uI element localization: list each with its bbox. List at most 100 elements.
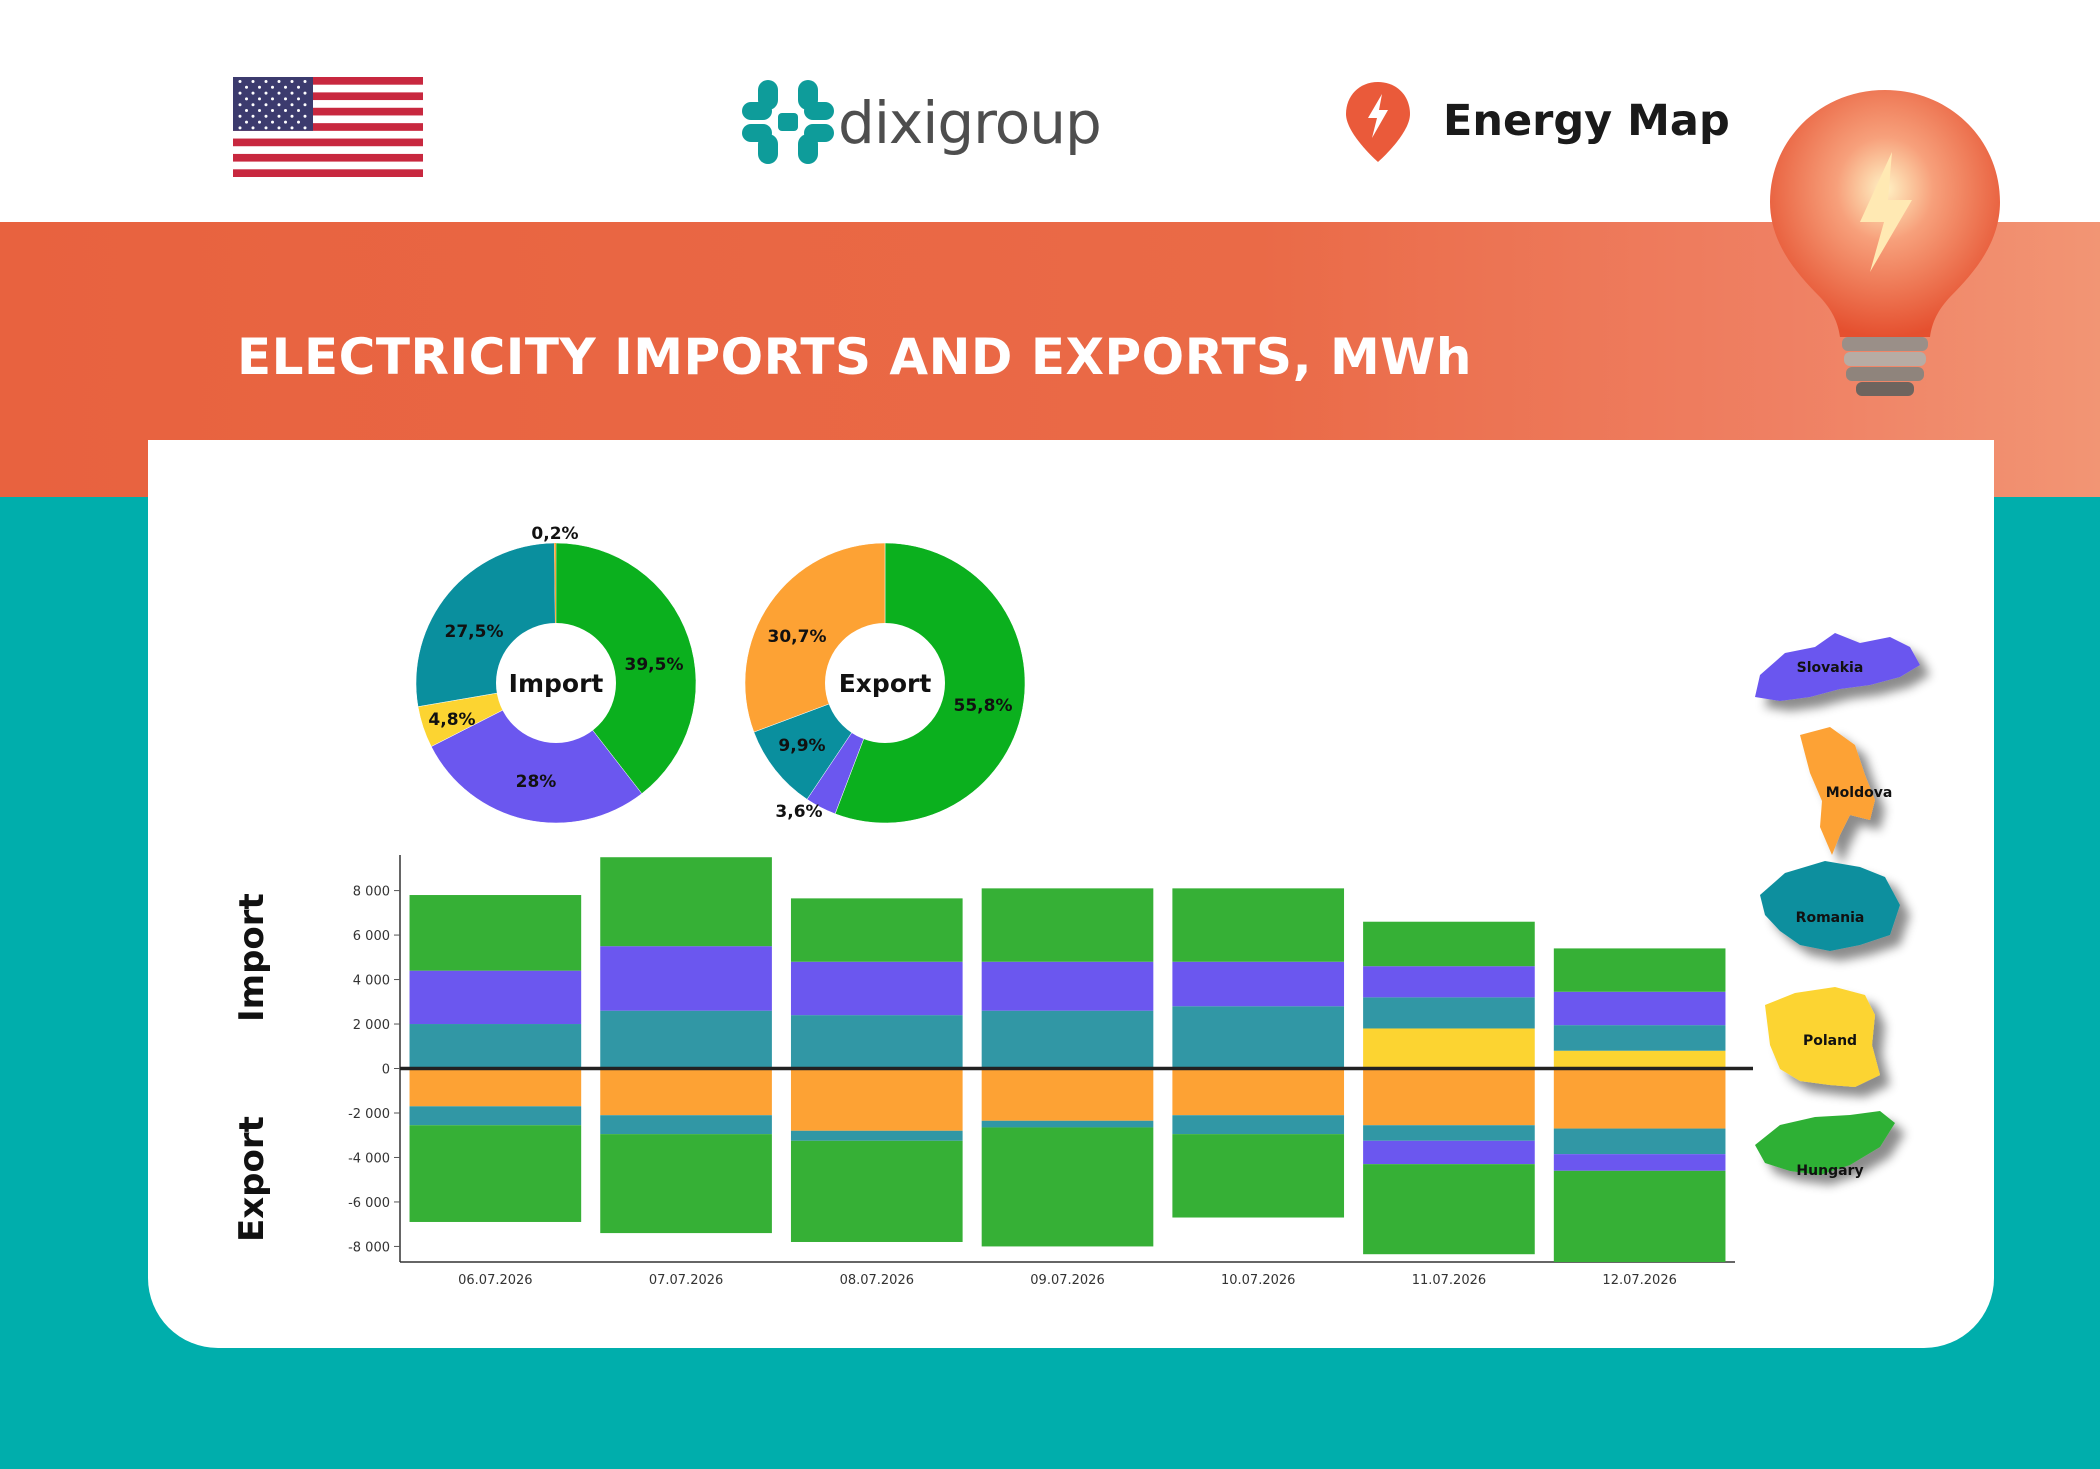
x-tick-label: 12.07.2026 — [1602, 1273, 1676, 1288]
energy-map-pin-icon — [1346, 82, 1410, 162]
bar-segment-slovakia — [790, 961, 963, 1016]
pie-label-hungary: 39,5% — [625, 655, 684, 675]
bar-segment-moldova — [1363, 1068, 1535, 1126]
export-axis-label: Export — [232, 1116, 272, 1242]
energy-map-title: Energy Map — [1443, 96, 1730, 146]
bar-segment-moldova — [790, 1068, 963, 1131]
x-tick-label: 07.07.2026 — [649, 1273, 723, 1288]
pie-charts: 39,5% 28% 4,8% 27,5% 0,2% Import 55,8% 3,6% 9,9… — [415, 524, 1026, 824]
map-hungary — [1755, 1111, 1895, 1175]
import-axis-label: Import — [232, 893, 272, 1022]
flag-stripes — [233, 77, 423, 177]
bar-segment-hungary — [1363, 1164, 1535, 1255]
bar-segment-romania — [1553, 1025, 1726, 1051]
pie-label-slovakia: 28% — [516, 772, 557, 792]
dixigroup-logo-text: dixigroup — [838, 89, 1102, 157]
map-poland — [1765, 987, 1880, 1087]
bar-segment-romania — [981, 1010, 1154, 1069]
y-tick-label: 6 000 — [353, 929, 390, 944]
bar-segment-slovakia — [1363, 1140, 1535, 1165]
page-title: ELECTRICITY IMPORTS AND EXPORTS, MWh — [237, 328, 1472, 386]
bar-segment-romania — [1172, 1115, 1345, 1135]
x-tick-label: 06.07.2026 — [458, 1273, 532, 1288]
bar-segment-slovakia — [600, 946, 772, 1011]
bar-segment-hungary — [409, 895, 582, 971]
bar-segment-moldova — [1553, 1068, 1726, 1129]
pie-label-moldova: 30,7% — [768, 627, 827, 647]
y-tick-label: -2 000 — [348, 1107, 390, 1122]
bar-segment-moldova — [1172, 1068, 1345, 1116]
light-bulb-icon — [1770, 90, 2000, 396]
bar-segment-poland — [1553, 1050, 1726, 1069]
bar-segment-moldova — [409, 1068, 582, 1107]
bar-labels: 8 000 6 000 4 000 2 000 0 -2 000 -4 000 -6 000 -… — [348, 885, 1677, 1288]
bar-segment-slovakia — [1363, 966, 1535, 998]
import-donut-chart: 39,5% 28% 4,8% 27,5% 0,2% Import — [415, 524, 697, 824]
pie-label-moldova: 0,2% — [531, 524, 578, 544]
legend-label-hungary: Hungary — [1796, 1163, 1863, 1179]
x-tick-label: 09.07.2026 — [1030, 1273, 1104, 1288]
x-tick-label: 08.07.2026 — [840, 1273, 914, 1288]
bar-segment-hungary — [1172, 1134, 1345, 1218]
bar-segment-hungary — [981, 1127, 1154, 1247]
map-slovakia — [1755, 633, 1920, 701]
bar-segment-hungary — [600, 1134, 772, 1234]
pie-label-romania: 27,5% — [445, 622, 504, 642]
bar-segment-romania — [1363, 997, 1535, 1029]
bar-segment-romania — [409, 1106, 582, 1126]
legend-label-slovakia: Slovakia — [1797, 660, 1864, 676]
bar-segment-romania — [790, 1130, 963, 1141]
y-tick-label: 0 — [382, 1063, 390, 1078]
legend-label-poland: Poland — [1803, 1033, 1857, 1049]
bar-segment-poland — [1363, 1028, 1535, 1069]
bar-segment-hungary — [1172, 888, 1345, 962]
us-flag-icon[interactable] — [233, 77, 423, 177]
pie-center-label: Import — [509, 669, 604, 698]
bar-segment-hungary — [1553, 948, 1726, 992]
pie-label-slovakia: 3,6% — [775, 802, 822, 822]
bar-segment-romania — [600, 1010, 772, 1069]
y-tick-label: 2 000 — [353, 1018, 390, 1033]
bar-segment-slovakia — [1172, 961, 1345, 1007]
map-moldova — [1800, 727, 1875, 855]
bar-segment-slovakia — [409, 970, 582, 1025]
bar-segment-romania — [1172, 1006, 1345, 1069]
bar-segment-hungary — [409, 1125, 582, 1222]
bar-segment-slovakia — [1553, 991, 1726, 1026]
bar-segment-romania — [981, 1120, 1154, 1128]
export-donut-chart: 55,8% 3,6% 9,9% 30,7% Export — [744, 542, 1026, 824]
bar-segment-romania — [409, 1024, 582, 1069]
pie-center-label: Export — [839, 669, 932, 698]
bar-segment-romania — [790, 1015, 963, 1069]
bar-segment-hungary — [1553, 1170, 1726, 1262]
bar-segment-hungary — [981, 888, 1154, 962]
bar-segment-moldova — [600, 1068, 772, 1116]
y-tick-label: -6 000 — [348, 1196, 390, 1211]
pie-slice-hungary — [555, 542, 697, 794]
bar-segment-romania — [600, 1115, 772, 1135]
y-tick-label: 4 000 — [353, 974, 390, 989]
y-tick-label: 8 000 — [353, 885, 390, 900]
pie-label-poland: 4,8% — [428, 710, 475, 730]
dixigroup-logo-icon — [742, 80, 834, 164]
bar-segment-slovakia — [981, 961, 1154, 1011]
legend-label-romania: Romania — [1796, 910, 1865, 926]
legend-label-moldova: Moldova — [1826, 785, 1893, 801]
x-tick-label: 11.07.2026 — [1412, 1273, 1486, 1288]
bar-segment-moldova — [981, 1068, 1154, 1121]
pie-label-romania: 9,9% — [778, 736, 825, 756]
country-legend: Slovakia Moldova Romania Poland Hungary — [1755, 633, 1920, 1179]
pie-slice-slovakia — [430, 682, 643, 824]
bar-segment-romania — [1553, 1128, 1726, 1155]
bar-segment-romania — [1363, 1125, 1535, 1141]
x-tick-label: 10.07.2026 — [1221, 1273, 1295, 1288]
bar-axes — [394, 855, 1735, 1263]
map-romania — [1760, 861, 1900, 951]
bar-segment-hungary — [600, 857, 772, 947]
bar-segment-hungary — [790, 898, 963, 962]
bar-segment-hungary — [1363, 921, 1535, 967]
bar-segment-hungary — [790, 1140, 963, 1242]
stacked-bar-chart: 8 000 6 000 4 000 2 000 0 -2 000 -4 000 -6 000 -… — [348, 855, 1753, 1288]
bar-segment-slovakia — [1553, 1154, 1726, 1171]
pie-label-hungary: 55,8% — [954, 696, 1013, 716]
